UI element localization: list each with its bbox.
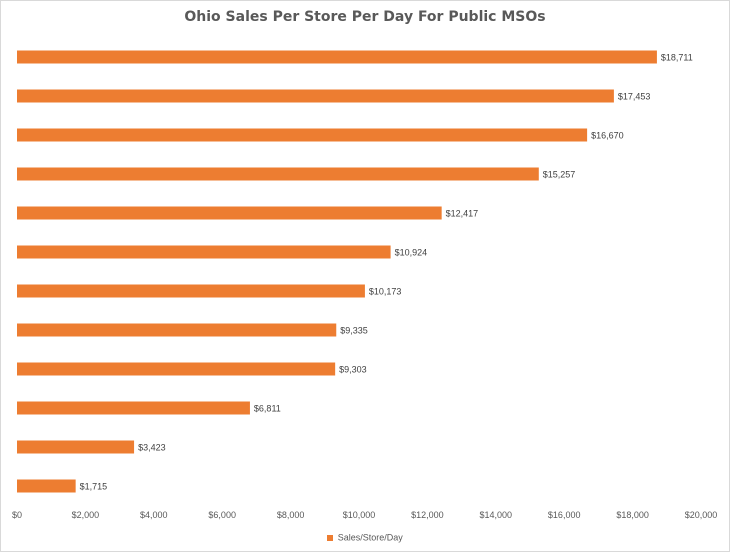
x-tick-label: $20,000 [685, 510, 718, 520]
legend-label: Sales/Store/Day [337, 532, 403, 543]
data-label: $3,423 [138, 443, 166, 453]
x-tick-label: $14,000 [480, 510, 513, 520]
data-label: $10,924 [395, 248, 428, 258]
data-label: $10,173 [369, 287, 402, 297]
bar [17, 479, 76, 493]
x-tick-label: $2,000 [72, 510, 100, 520]
legend-swatch [327, 534, 334, 541]
bar [17, 362, 336, 376]
data-label: $6,811 [254, 404, 281, 414]
x-tick-label: $12,000 [411, 510, 444, 520]
data-label: $17,453 [618, 92, 651, 102]
data-label: $18,711 [661, 53, 693, 63]
x-tick-label: $0 [12, 510, 22, 520]
data-label: $15,257 [543, 170, 576, 180]
x-tick-label: $8,000 [277, 510, 305, 520]
plot-area: $18,711 $17,453 $16,670 $15,257 $12,417 $10,9… [12, 50, 718, 520]
x-tick-label: $18,000 [616, 510, 649, 520]
x-tick-label: $6,000 [208, 510, 236, 520]
x-tick-label: $16,000 [548, 510, 581, 520]
bar [17, 89, 614, 103]
bar [17, 206, 442, 220]
data-label: $9,335 [340, 326, 368, 336]
x-tick-label: $4,000 [140, 510, 168, 520]
data-label: $9,303 [339, 365, 367, 375]
bar [17, 323, 337, 337]
data-label: $12,417 [446, 209, 479, 219]
bar [17, 128, 588, 142]
data-label: $1,715 [80, 482, 108, 492]
bar [17, 440, 135, 454]
bar [17, 167, 539, 181]
legend: Sales/Store/Day [1, 532, 729, 543]
chart-title: Ohio Sales Per Store Per Day For Public … [184, 9, 546, 25]
bar [17, 401, 250, 415]
x-tick-label: $10,000 [343, 510, 376, 520]
data-label: $16,670 [591, 131, 624, 141]
bar [17, 245, 391, 259]
bar [17, 50, 657, 64]
bar [17, 284, 365, 298]
